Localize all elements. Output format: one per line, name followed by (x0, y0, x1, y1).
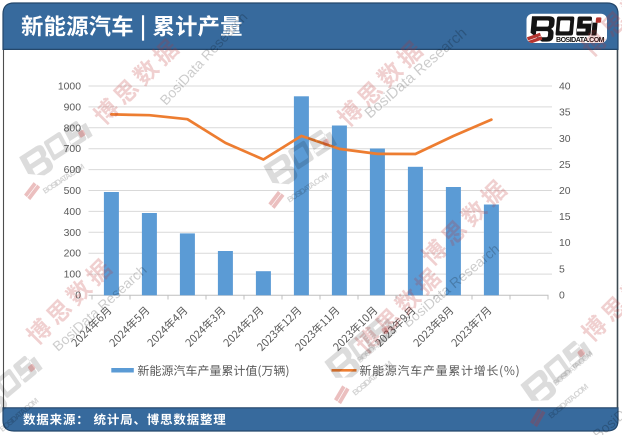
svg-text:500: 500 (64, 186, 82, 197)
svg-text:0: 0 (559, 291, 565, 302)
svg-text:1000: 1000 (58, 82, 81, 93)
svg-text:30: 30 (559, 134, 571, 145)
svg-text:15: 15 (559, 212, 571, 223)
svg-text:300: 300 (64, 228, 82, 239)
svg-text:800: 800 (64, 123, 82, 134)
svg-text:35: 35 (559, 108, 571, 119)
svg-text:5: 5 (559, 264, 565, 275)
svg-text:700: 700 (64, 144, 82, 155)
svg-text:600: 600 (64, 165, 82, 176)
svg-text:900: 900 (64, 102, 82, 113)
svg-text:400: 400 (64, 207, 82, 218)
svg-text:100: 100 (64, 270, 82, 281)
svg-text:200: 200 (64, 249, 82, 260)
svg-text:20: 20 (559, 186, 571, 197)
svg-text:10: 10 (559, 238, 571, 249)
svg-text:40: 40 (559, 82, 571, 93)
svg-text:25: 25 (559, 160, 571, 171)
svg-text:BOSIDATA.COM: BOSIDATA.COM (556, 37, 605, 44)
